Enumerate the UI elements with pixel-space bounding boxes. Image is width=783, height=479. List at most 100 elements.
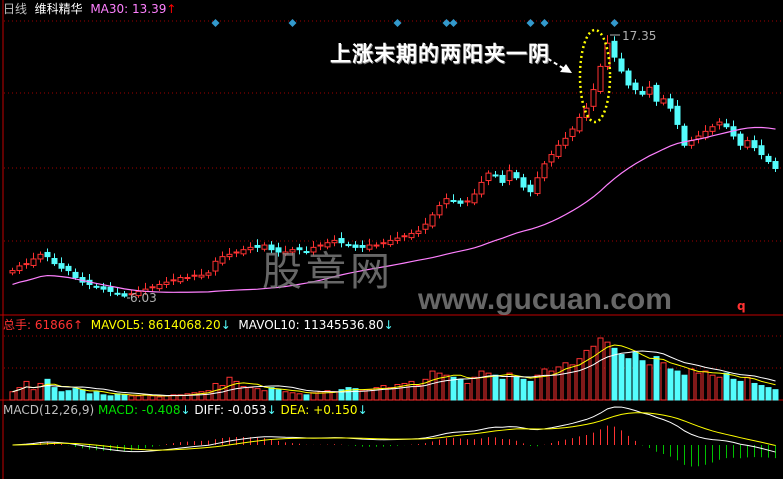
volume-bar xyxy=(86,393,93,401)
candle-body xyxy=(653,84,660,102)
candle-body xyxy=(499,174,506,183)
volume-bar xyxy=(499,378,506,401)
signal-diamond xyxy=(393,19,402,27)
volume-bar xyxy=(625,358,632,401)
candle-body xyxy=(520,177,527,188)
candle-body xyxy=(534,177,541,195)
volume-bar xyxy=(93,391,100,401)
candle-body xyxy=(359,245,366,248)
candle-body xyxy=(457,200,464,204)
candle-body xyxy=(513,172,520,179)
volume-bar xyxy=(443,374,450,401)
annotation-arrowhead xyxy=(560,64,572,73)
volume-bar xyxy=(492,374,499,401)
candle-body xyxy=(289,249,296,253)
candle-body xyxy=(639,90,646,95)
candle-body xyxy=(506,170,513,182)
candle-body xyxy=(352,244,359,248)
volume-bar xyxy=(485,372,492,401)
volume-bar xyxy=(429,370,436,401)
watermark-cn: 股章网 xyxy=(262,249,394,295)
watermark-url: www.gucuan.com xyxy=(418,283,672,316)
volume-bar xyxy=(387,387,394,401)
ma30-arrow: ↑ xyxy=(166,2,177,16)
candle-body xyxy=(345,244,352,247)
volume-bar xyxy=(415,385,422,401)
candle-body xyxy=(744,140,751,148)
volume-bar xyxy=(422,378,429,401)
candle-body xyxy=(58,263,65,269)
ma30-line xyxy=(12,126,776,293)
volume-bar xyxy=(198,391,205,401)
volume-bar xyxy=(436,372,443,401)
candle-body xyxy=(576,116,583,132)
volume-bar xyxy=(30,389,37,401)
candle-body xyxy=(548,154,555,163)
candle-body xyxy=(380,242,387,245)
volume-bar xyxy=(79,389,86,401)
candle-body xyxy=(401,235,408,238)
volume-bar xyxy=(478,370,485,401)
mavol10-label: MAVOL10: 11345536.80 xyxy=(238,318,384,332)
volume-bar xyxy=(520,378,527,401)
volume-bar xyxy=(541,368,548,401)
volume-bar xyxy=(58,391,65,401)
candle-body xyxy=(72,271,79,279)
candle-body xyxy=(44,251,51,258)
candle-body xyxy=(373,244,380,247)
volume-bar xyxy=(303,394,310,401)
dea-value: DEA: +0.150 xyxy=(280,403,358,417)
candle-body xyxy=(737,133,744,146)
candle-body xyxy=(156,283,163,290)
volume-bar xyxy=(114,393,121,401)
candle-body xyxy=(198,274,205,278)
volume-bar xyxy=(177,394,184,401)
candle-body xyxy=(324,242,331,248)
volume-bar xyxy=(107,395,114,401)
volume-bar xyxy=(331,391,338,401)
candle-body xyxy=(590,89,597,107)
volume-bar xyxy=(688,368,695,401)
candle-body xyxy=(758,145,765,156)
volume-bar xyxy=(170,394,177,401)
candle-body xyxy=(149,286,156,289)
volume-bar xyxy=(23,380,30,401)
volume-bar xyxy=(240,386,247,401)
candle-body xyxy=(464,200,471,203)
volume-bar xyxy=(604,341,611,401)
volume-bar xyxy=(758,385,765,401)
volume-bar xyxy=(723,372,730,401)
candle-body xyxy=(387,239,394,246)
candle-body xyxy=(646,86,653,95)
candle-body xyxy=(436,205,443,216)
volume-bar xyxy=(667,368,674,401)
annotation-arrow xyxy=(541,54,567,71)
candle-body xyxy=(240,249,247,255)
mavol10-line xyxy=(12,350,776,396)
candle-body xyxy=(618,58,625,72)
candle-body xyxy=(632,82,639,91)
volume-bar xyxy=(324,390,331,401)
volume-bar xyxy=(527,380,534,401)
volume-bar xyxy=(646,364,653,401)
volume-bar xyxy=(513,376,520,401)
candle-body xyxy=(709,126,716,132)
candle-body xyxy=(450,199,457,202)
volume-bar xyxy=(121,394,128,401)
volume-bar xyxy=(569,364,576,401)
volume-bar xyxy=(576,358,583,401)
volume-bar xyxy=(345,387,352,401)
volume-bar xyxy=(380,385,387,401)
volume-bar xyxy=(205,390,212,401)
volume-bar xyxy=(660,362,667,401)
diff-value: DIFF: -0.053 xyxy=(194,403,267,417)
volume-bar xyxy=(212,382,219,401)
volume-bar xyxy=(555,366,562,401)
volume-bar xyxy=(765,387,772,401)
volume-bar xyxy=(737,380,744,401)
candle-body xyxy=(37,253,44,260)
period-label[interactable]: 日线 xyxy=(3,2,28,16)
volume-bar xyxy=(16,387,23,401)
candle-body xyxy=(226,253,233,258)
